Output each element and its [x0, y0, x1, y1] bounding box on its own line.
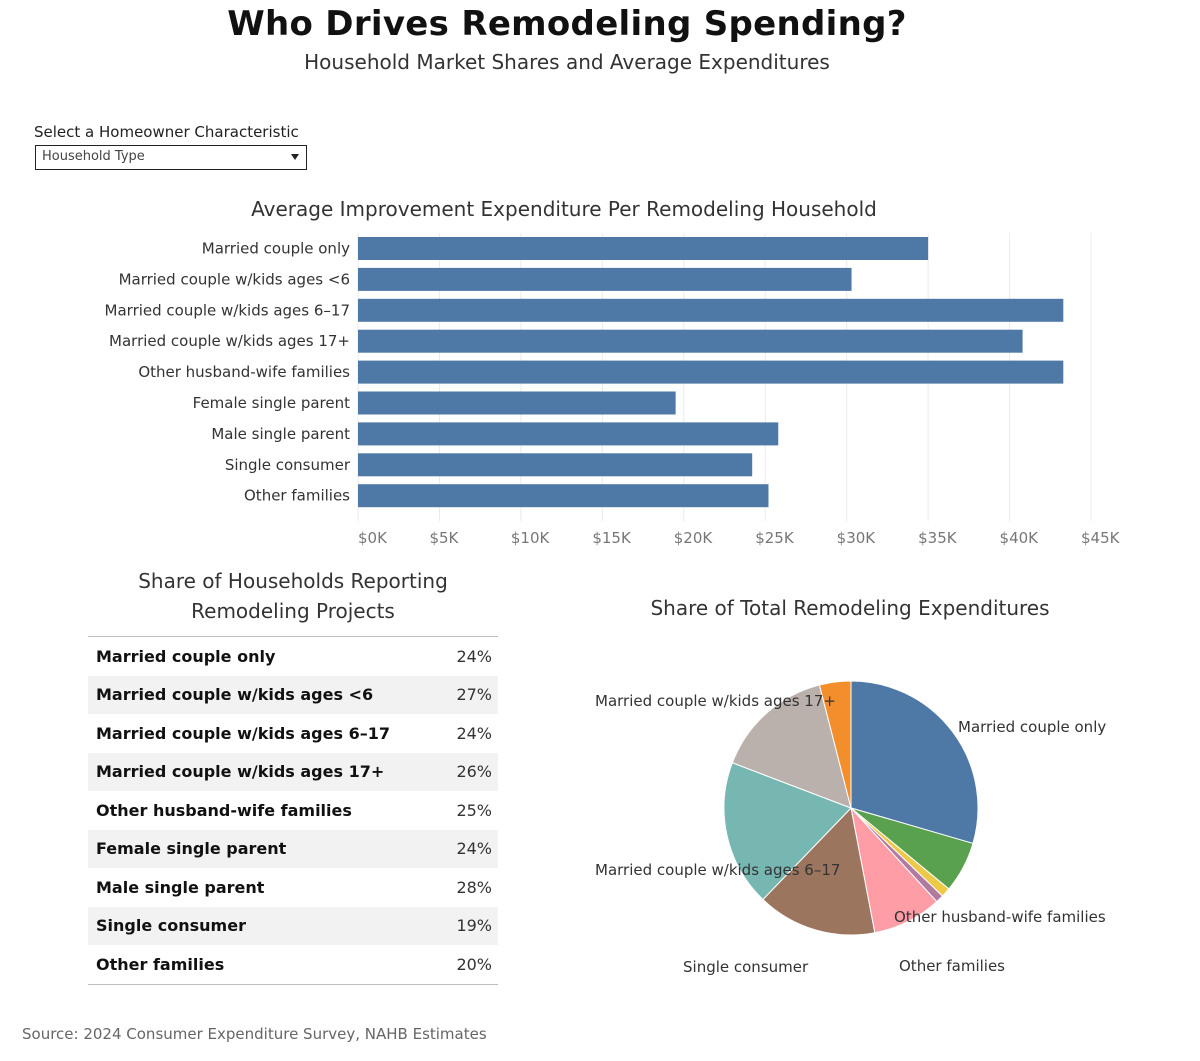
pie-slice[interactable]	[818, 680, 852, 809]
bar-chart: $0K $5K $10K $15K $20K $25K $30K $35K $40K $45K Ma…	[105, 233, 1121, 547]
bar[interactable]	[358, 484, 769, 508]
table-row: Other husband-wife families 25%	[88, 791, 498, 830]
y-category-label: Married couple w/kids ages <6	[119, 270, 350, 288]
pie-chart: Married couple w/kids ages 17+ Married co…	[595, 680, 1106, 976]
table-row: Married couple w/kids ages <6 27%	[88, 675, 498, 714]
table-row-value: 24%	[456, 646, 492, 666]
source-note: Source: 2024 Consumer Expenditure Survey…	[22, 1025, 487, 1043]
table-row: Single consumer 19%	[88, 906, 498, 945]
table-row-value: 26%	[456, 762, 492, 782]
y-category-label: Other husband-wife families	[138, 363, 350, 381]
table-row-label: Other husband-wife families	[96, 800, 352, 820]
table-row-value: 19%	[456, 916, 492, 936]
y-category-label: Married couple w/kids ages 17+	[109, 332, 350, 350]
pie-slice[interactable]	[723, 762, 852, 901]
bar[interactable]	[358, 267, 852, 291]
table-title: Share of Households Reporting Remodeling…	[88, 566, 498, 626]
pie-slice-label: Married couple only	[958, 718, 1106, 736]
bar[interactable]	[358, 422, 779, 446]
page-subtitle: Household Market Shares and Average Expe…	[304, 50, 830, 74]
table-row-value: 24%	[456, 839, 492, 859]
table-row-label: Other families	[96, 954, 225, 974]
table-row-value: 20%	[456, 954, 492, 974]
dropdown-selected-value: Household Type	[42, 149, 145, 164]
y-category-label: Female single parent	[193, 394, 350, 412]
pie-slice-label: Married couple w/kids ages 17+	[595, 692, 836, 710]
table-row: Married couple w/kids ages 6–17 24%	[88, 714, 498, 753]
table-row-label: Female single parent	[96, 839, 287, 859]
y-category-label: Married couple w/kids ages 6–17	[105, 301, 350, 319]
x-tick-label: $20K	[674, 529, 714, 547]
table-title-line-2: Remodeling Projects	[191, 599, 395, 623]
page-title: Who Drives Remodeling Spending?	[227, 4, 907, 44]
y-category-label: Single consumer	[225, 456, 351, 474]
table-row: Female single parent 24%	[88, 829, 498, 868]
y-category-label: Male single parent	[211, 425, 350, 443]
pie-slice[interactable]	[731, 684, 852, 809]
chevron-down-icon	[291, 154, 299, 160]
x-tick-label: $10K	[511, 529, 551, 547]
bar-chart-title: Average Improvement Expenditure Per Remo…	[251, 197, 877, 221]
table-title-line-1: Share of Households Reporting	[138, 569, 448, 593]
x-tick-label: $35K	[918, 529, 958, 547]
table-row-value: 27%	[456, 685, 492, 705]
pie-chart-title: Share of Total Remodeling Expenditures	[650, 596, 1050, 620]
table-row-label: Married couple w/kids ages 6–17	[96, 723, 390, 743]
pie-slice[interactable]	[762, 806, 876, 936]
table-row-label: Married couple w/kids ages 17+	[96, 762, 385, 782]
pie-slice[interactable]	[850, 680, 979, 845]
pie-slice-label: Married couple w/kids ages 6–17	[595, 861, 840, 879]
bar[interactable]	[358, 329, 1023, 353]
y-category-label: Married couple only	[202, 240, 350, 258]
x-tick-label: $15K	[592, 529, 632, 547]
table-row-value: 28%	[456, 877, 492, 897]
bar[interactable]	[358, 360, 1064, 384]
bar[interactable]	[358, 391, 676, 415]
bar[interactable]	[358, 453, 753, 477]
pie-slice-label: Single consumer	[683, 958, 809, 976]
x-tick-label: $5K	[429, 529, 459, 547]
filter-label: Select a Homeowner Characteristic	[34, 123, 299, 141]
x-tick-label: $0K	[358, 529, 388, 547]
table-row: Married couple only 24%	[88, 637, 498, 676]
table-row: Married couple w/kids ages 17+ 26%	[88, 752, 498, 791]
table-row-label: Male single parent	[96, 877, 265, 897]
x-tick-label: $45K	[1081, 529, 1121, 547]
table-row-value: 25%	[456, 800, 492, 820]
x-tick-label: $40K	[1000, 529, 1040, 547]
bar[interactable]	[358, 298, 1064, 322]
bar[interactable]	[358, 237, 929, 260]
table-row: Other families 20%	[88, 945, 498, 984]
table-row-value: 24%	[456, 723, 492, 743]
x-tick-label: $30K	[837, 529, 877, 547]
table-row-label: Married couple only	[96, 646, 276, 666]
y-category-label: Other families	[244, 487, 350, 505]
household-characteristic-dropdown[interactable]: Household Type	[35, 145, 307, 170]
x-tick-label: $25K	[755, 529, 795, 547]
table-row-label: Single consumer	[96, 916, 246, 936]
table-row-label: Married couple w/kids ages <6	[96, 685, 374, 705]
pie-slice-label: Other husband-wife families	[894, 908, 1106, 926]
table-row: Male single parent 28%	[88, 868, 498, 907]
pie-slice-label: Other families	[899, 957, 1005, 975]
share-table: Married couple only 24% Married couple w/k…	[88, 636, 498, 985]
